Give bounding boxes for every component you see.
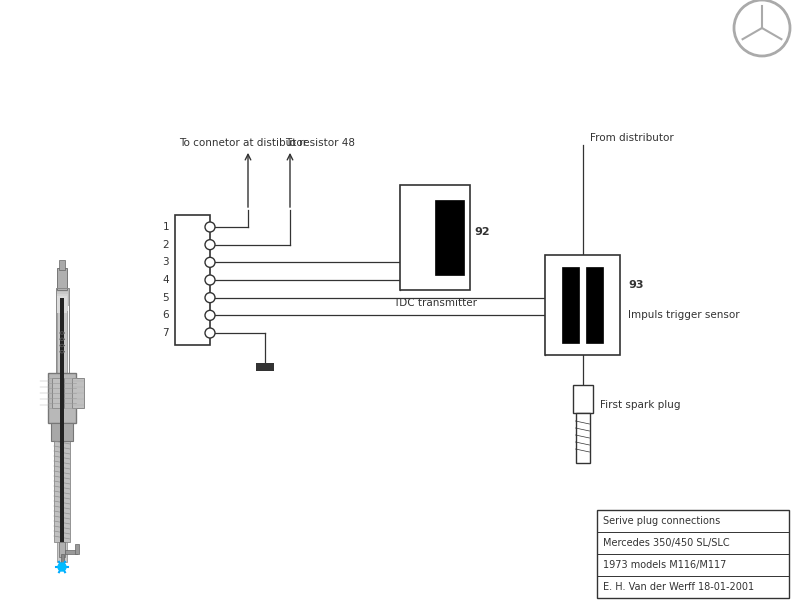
Bar: [586, 267, 602, 343]
Bar: [175, 215, 210, 345]
Bar: [61, 554, 63, 564]
Bar: [59, 542, 65, 557]
Text: TDC transmitter: TDC transmitter: [393, 298, 477, 308]
Bar: [573, 385, 593, 413]
Bar: [52, 378, 64, 408]
Circle shape: [205, 292, 215, 303]
Bar: [59, 260, 65, 270]
Bar: [435, 200, 464, 275]
Circle shape: [58, 563, 66, 571]
Text: 3: 3: [162, 257, 169, 268]
Text: E. H. Van der Werff 18-01-2001: E. H. Van der Werff 18-01-2001: [603, 582, 754, 592]
Bar: [55, 288, 69, 378]
Bar: [65, 550, 77, 554]
Text: 6: 6: [162, 310, 169, 320]
Bar: [75, 544, 79, 554]
Bar: [57, 268, 67, 290]
Bar: [562, 267, 578, 343]
Bar: [55, 288, 69, 306]
Circle shape: [205, 310, 215, 320]
Circle shape: [205, 240, 215, 250]
Bar: [400, 185, 470, 290]
Circle shape: [205, 275, 215, 285]
Circle shape: [205, 222, 215, 232]
Text: 92: 92: [474, 227, 490, 237]
Bar: [56, 294, 67, 311]
Text: To resistor 48: To resistor 48: [285, 138, 355, 148]
Text: From distributor: From distributor: [590, 133, 674, 143]
Bar: [256, 363, 274, 371]
Bar: [597, 510, 789, 598]
Bar: [60, 298, 64, 542]
Text: Impuls trigger sensor: Impuls trigger sensor: [628, 310, 740, 320]
Text: 7: 7: [162, 328, 169, 338]
Text: 93: 93: [628, 280, 643, 290]
Circle shape: [205, 257, 215, 268]
Text: Serive plug connections: Serive plug connections: [603, 516, 720, 526]
Text: First spark plug: First spark plug: [599, 400, 680, 410]
Bar: [48, 373, 76, 423]
Bar: [575, 413, 590, 463]
Text: 2: 2: [162, 240, 169, 250]
Bar: [57, 278, 67, 562]
Text: 4: 4: [162, 275, 169, 285]
Text: To connetor at distibutor: To connetor at distibutor: [179, 138, 307, 148]
Circle shape: [205, 328, 215, 338]
Text: 1: 1: [162, 222, 169, 232]
Bar: [54, 441, 70, 542]
Text: 1973 models M116/M117: 1973 models M116/M117: [603, 560, 726, 570]
Bar: [56, 290, 68, 308]
Bar: [57, 296, 67, 313]
Text: 5: 5: [162, 292, 169, 303]
Bar: [72, 378, 84, 408]
Bar: [545, 255, 620, 355]
Bar: [51, 423, 73, 441]
Text: Mercedes 350/450 SL/SLC: Mercedes 350/450 SL/SLC: [603, 538, 730, 548]
Bar: [56, 292, 68, 309]
